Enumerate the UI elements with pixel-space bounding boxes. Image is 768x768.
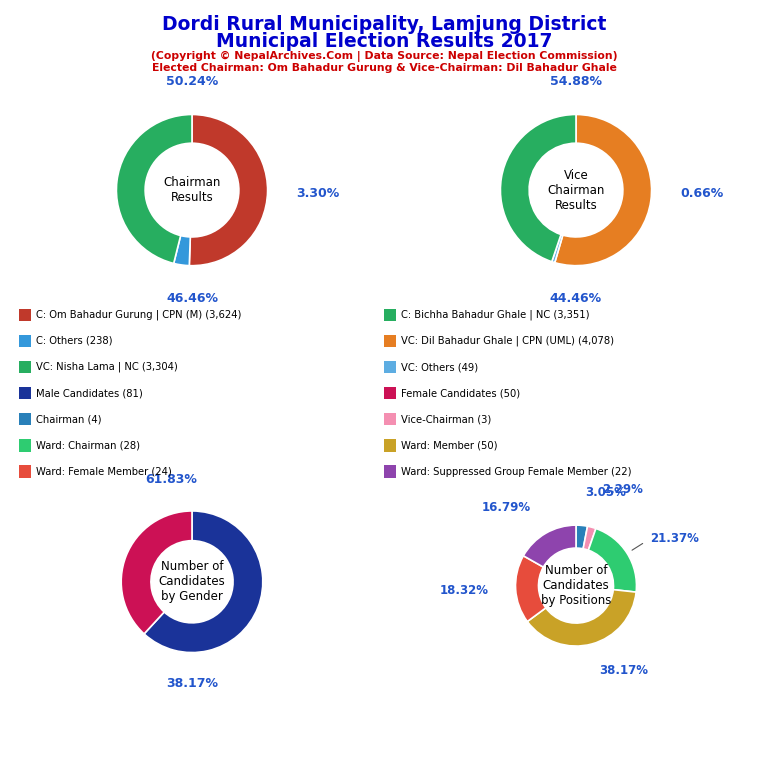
Text: 18.32%: 18.32% (439, 584, 488, 598)
Text: C: Bichha Bahadur Ghale | NC (3,351): C: Bichha Bahadur Ghale | NC (3,351) (401, 310, 589, 320)
Text: 61.83%: 61.83% (145, 473, 197, 486)
Text: 38.17%: 38.17% (166, 677, 218, 690)
Text: Chairman (4): Chairman (4) (36, 414, 101, 425)
Text: Vice-Chairman (3): Vice-Chairman (3) (401, 414, 492, 425)
Text: C: Om Bahadur Gurung | CPN (M) (3,624): C: Om Bahadur Gurung | CPN (M) (3,624) (36, 310, 241, 320)
Text: 0.66%: 0.66% (680, 187, 723, 200)
Wedge shape (583, 526, 596, 550)
Wedge shape (528, 590, 636, 646)
Wedge shape (144, 511, 263, 653)
Wedge shape (117, 114, 192, 263)
Text: Number of
Candidates
by Positions: Number of Candidates by Positions (541, 564, 611, 607)
Text: 16.79%: 16.79% (482, 501, 531, 514)
Text: Dordi Rural Municipality, Lamjung District: Dordi Rural Municipality, Lamjung Distri… (162, 15, 606, 35)
Text: 46.46%: 46.46% (166, 292, 218, 305)
Wedge shape (576, 525, 588, 549)
Text: VC: Nisha Lama | NC (3,304): VC: Nisha Lama | NC (3,304) (36, 362, 178, 372)
Wedge shape (501, 114, 576, 262)
Text: 2.29%: 2.29% (602, 483, 643, 496)
Text: Ward: Chairman (28): Ward: Chairman (28) (36, 440, 140, 451)
Text: Female Candidates (50): Female Candidates (50) (401, 388, 520, 399)
Text: VC: Others (49): VC: Others (49) (401, 362, 478, 372)
Text: Chairman
Results: Chairman Results (164, 176, 220, 204)
Wedge shape (189, 114, 267, 266)
Wedge shape (174, 236, 190, 266)
Wedge shape (515, 556, 546, 621)
Wedge shape (588, 528, 637, 592)
Text: 44.46%: 44.46% (550, 292, 602, 305)
Text: Ward: Member (50): Ward: Member (50) (401, 440, 498, 451)
Wedge shape (554, 114, 651, 266)
Text: Number of
Candidates
by Gender: Number of Candidates by Gender (159, 561, 225, 603)
Text: Ward: Suppressed Group Female Member (22): Ward: Suppressed Group Female Member (22… (401, 466, 631, 477)
Text: (Copyright © NepalArchives.Com | Data Source: Nepal Election Commission): (Copyright © NepalArchives.Com | Data So… (151, 51, 617, 61)
Text: 50.24%: 50.24% (166, 75, 218, 88)
Text: 38.17%: 38.17% (599, 664, 648, 677)
Text: 54.88%: 54.88% (550, 75, 602, 88)
Text: Municipal Election Results 2017: Municipal Election Results 2017 (216, 32, 552, 51)
Text: Ward: Female Member (24): Ward: Female Member (24) (36, 466, 172, 477)
Text: Male Candidates (81): Male Candidates (81) (36, 388, 143, 399)
Text: Vice
Chairman
Results: Vice Chairman Results (548, 169, 604, 211)
Text: Elected Chairman: Om Bahadur Gurung & Vice-Chairman: Dil Bahadur Ghale: Elected Chairman: Om Bahadur Gurung & Vi… (151, 63, 617, 73)
Text: VC: Dil Bahadur Ghale | CPN (UML) (4,078): VC: Dil Bahadur Ghale | CPN (UML) (4,078… (401, 336, 614, 346)
Text: C: Others (238): C: Others (238) (36, 336, 113, 346)
Wedge shape (121, 511, 192, 634)
Wedge shape (551, 234, 563, 263)
Text: 3.05%: 3.05% (585, 486, 626, 498)
Text: 21.37%: 21.37% (650, 532, 699, 545)
Text: 3.30%: 3.30% (296, 187, 339, 200)
Wedge shape (523, 525, 576, 567)
